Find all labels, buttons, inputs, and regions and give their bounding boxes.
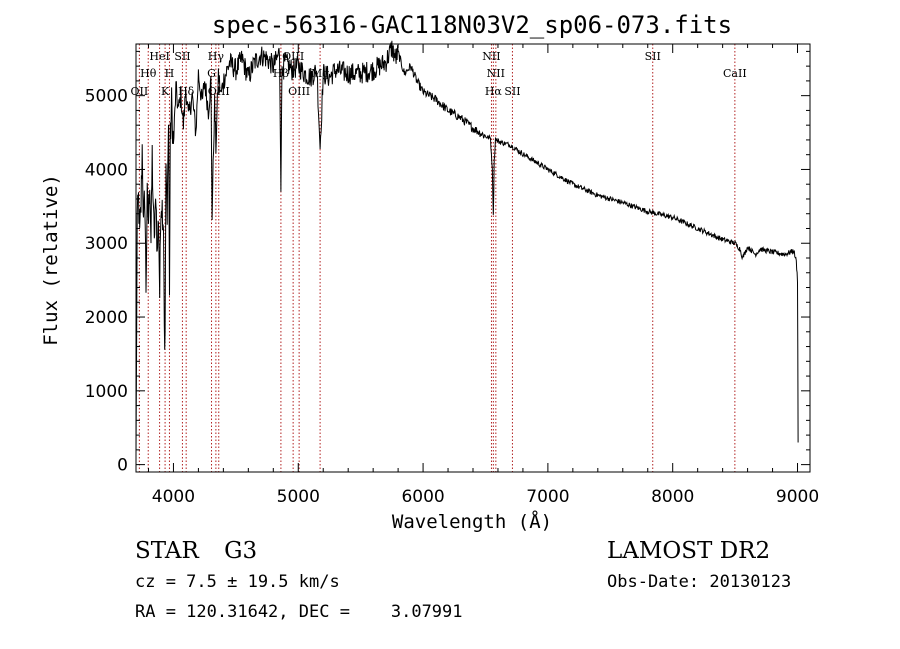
y-tick-label: 2000 — [85, 308, 128, 328]
marker-label-10: Hβ — [273, 67, 289, 80]
y-tick-label: 0 — [117, 456, 128, 476]
survey-label: LAMOST DR2 — [607, 538, 771, 564]
marker-label-1: Hθ — [140, 67, 157, 80]
x-tick-label: 4000 — [152, 487, 195, 507]
x-tick-label: 8000 — [651, 487, 694, 507]
class-label: STAR — [135, 538, 199, 564]
marker-label-4: H — [165, 67, 175, 80]
y-axis-label: Flux (relative) — [40, 174, 62, 346]
subclass-label: G3 — [224, 538, 258, 564]
y-tick-label: 4000 — [85, 160, 128, 180]
x-axis-label: Wavelength (Å) — [392, 510, 552, 533]
y-axis-ticks: 0 1000 2000 3000 4000 5000 — [85, 50, 810, 476]
marker-label-8: Hγ — [208, 50, 225, 63]
y-tick-label: 3000 — [85, 234, 128, 254]
marker-label-19: CaII — [723, 67, 747, 80]
marker-label-18: SII — [645, 50, 661, 63]
y-tick-label: 5000 — [85, 87, 128, 107]
marker-label-17: SII — [504, 85, 520, 98]
redshift-label: cz = 7.5 ± 19.5 km/s — [135, 572, 340, 592]
x-tick-label: 7000 — [526, 487, 569, 507]
coordinates-label: RA = 120.31642, DEC = 3.07991 — [135, 602, 463, 622]
line-markers — [138, 44, 736, 472]
marker-label-15: Hα — [485, 85, 503, 98]
plot-frame — [135, 43, 811, 473]
marker-label-3: K — [161, 85, 170, 98]
line-marker-labels: OIIHθHeIKHSIIHδGHγOIIIHβOIIIOIIIMgNIIHαN… — [131, 50, 747, 98]
x-axis-ticks: 4000 5000 6000 7000 8000 9000 — [147, 44, 819, 507]
obs-date-label: Obs-Date: 20130123 — [607, 572, 792, 592]
object-class: STAR G3 — [135, 540, 257, 563]
marker-label-7: G — [207, 67, 216, 80]
x-tick-label: 9000 — [776, 487, 819, 507]
spectrum-series-line — [135, 40, 799, 456]
marker-label-12: OIII — [288, 85, 310, 98]
marker-label-14: NII — [482, 50, 500, 63]
marker-label-5: SII — [174, 50, 190, 63]
marker-label-16: NII — [487, 67, 505, 80]
marker-label-0: OII — [131, 85, 149, 98]
marker-label-2: HeI — [149, 50, 169, 63]
x-tick-label: 6000 — [401, 487, 444, 507]
chart-title: spec-56316-GAC118N03V2_sp06-073.fits — [212, 11, 732, 39]
y-tick-label: 1000 — [85, 382, 128, 402]
x-tick-label: 5000 — [277, 487, 320, 507]
